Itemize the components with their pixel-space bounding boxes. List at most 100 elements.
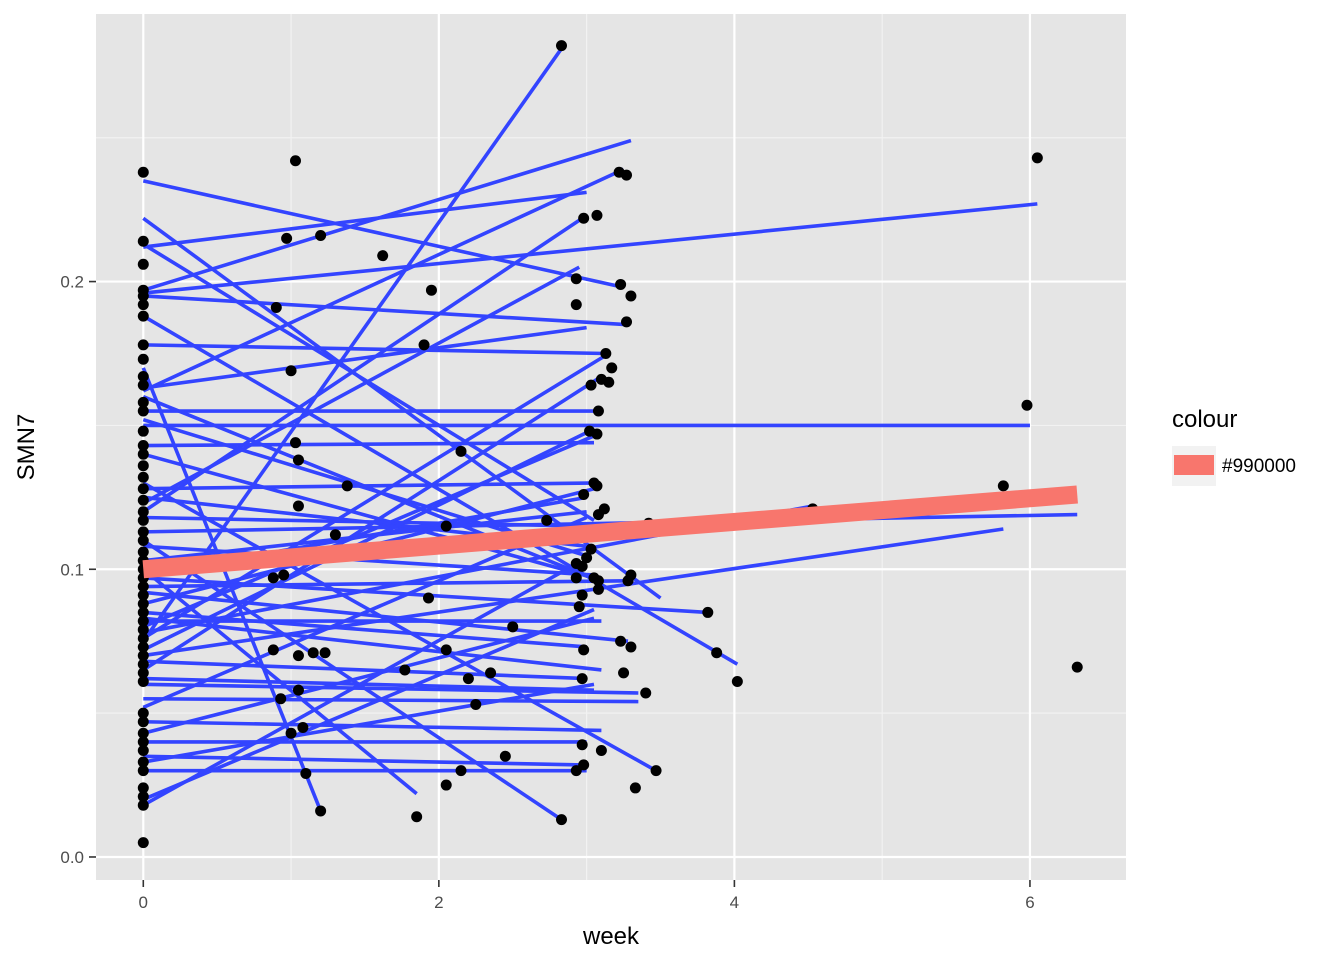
data-point [576,673,588,685]
data-point [621,316,633,328]
data-point [592,575,604,587]
data-point [576,739,588,751]
data-point [289,437,301,449]
data-point [585,543,597,555]
data-point [137,235,149,247]
data-point [578,488,590,500]
x-tick-label: 2 [434,893,443,912]
data-point [137,650,149,662]
data-point [640,687,652,699]
data-point [137,615,149,627]
data-point [440,520,452,532]
data-point [570,572,582,584]
y-tick-label: 0.1 [60,560,84,579]
data-point [137,379,149,391]
data-point [137,353,149,365]
data-point [621,169,633,181]
data-point [137,837,149,849]
data-point [592,583,604,595]
data-point [300,768,312,780]
data-point [399,664,411,676]
data-point [603,376,615,388]
data-point [137,506,149,518]
x-tick-label: 0 [139,893,148,912]
data-point [319,647,331,659]
data-point [137,716,149,728]
data-point [576,560,588,572]
subject-line [143,676,595,692]
data-point [315,805,327,817]
data-point [702,606,714,618]
data-point [573,601,585,613]
subject-line [142,314,739,666]
data-point [137,310,149,322]
subject-line [143,481,599,491]
subject-line [143,610,587,649]
data-point [462,673,474,685]
data-point [315,230,327,242]
data-point [137,675,149,687]
scatter-points [137,40,1083,849]
data-point [137,425,149,437]
subject-line [142,452,595,580]
subject-line [142,394,600,583]
data-point [731,675,743,687]
subject-line [142,351,610,640]
data-point [455,445,467,457]
subject-line [143,719,602,733]
subject-line [143,440,595,448]
subject-line [142,138,632,292]
legend-label: #990000 [1222,456,1296,477]
data-point [137,494,149,506]
data-point [440,644,452,656]
subject-line [142,429,591,652]
data-point [297,722,309,734]
legend: colour #990000 [1172,406,1296,486]
data-point [341,480,353,492]
data-point [576,589,588,601]
data-point [600,347,612,359]
data-point [440,779,452,791]
subject-line [142,515,588,710]
data-point [711,647,723,659]
data-point [578,212,590,224]
data-point [137,535,149,547]
data-point [278,569,290,581]
data-point [625,641,637,653]
subject-line [142,481,657,773]
data-point [137,624,149,636]
data-point [585,379,597,391]
subject-line [143,202,1038,295]
data-point [455,765,467,777]
subject-line [143,325,587,390]
subject-line [142,432,600,629]
subject-line [142,607,595,802]
data-point [507,621,519,633]
subject-line [143,515,587,528]
data-point [485,667,497,679]
subject-line [142,242,595,522]
subject-line [143,659,587,681]
data-point [137,782,149,794]
data-point [606,362,618,374]
data-point [618,667,630,679]
data-point [137,290,149,302]
data-point [1071,661,1083,673]
y-axis-title: SMN7 [13,414,40,481]
data-point [591,209,603,221]
data-point [137,581,149,593]
data-point [137,371,149,383]
subject-line [143,616,602,672]
data-point [425,284,437,296]
y-axis: 0.0 0.1 0.2 [60,273,96,867]
legend-title: colour [1172,406,1237,433]
data-point [275,693,287,705]
subject-line [142,682,595,764]
data-point [137,765,149,777]
data-point [137,606,149,618]
data-point [292,454,304,466]
x-axis: 0 2 4 6 [139,880,1035,912]
data-point [292,650,304,662]
subject-line [143,590,629,643]
